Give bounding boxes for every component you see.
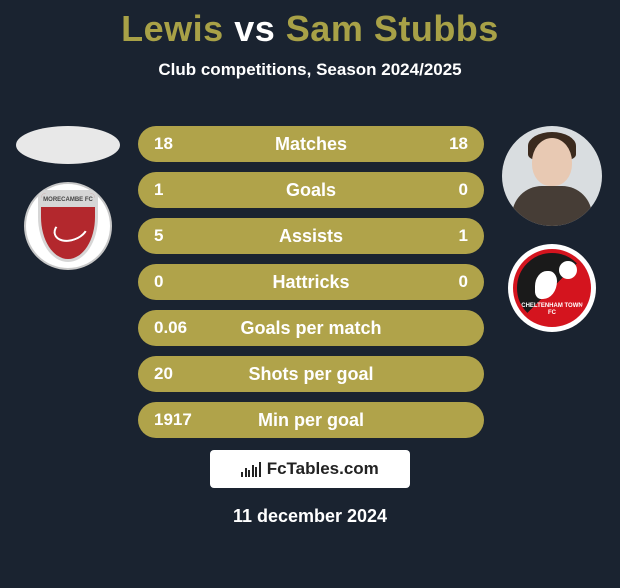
stat-left-value: 1: [154, 180, 214, 200]
stat-left-value: 0: [154, 272, 214, 292]
left-column: MORECAMBE FC: [8, 126, 128, 270]
stat-right-value: 1: [408, 226, 468, 246]
morecambe-name-band: MORECAMBE FC: [41, 193, 95, 207]
stat-left-value: 18: [154, 134, 214, 154]
stat-row: 5 Assists 1: [138, 218, 484, 254]
stat-label: Goals: [214, 180, 408, 201]
stat-label: Min per goal: [214, 410, 408, 431]
robin-icon: [535, 271, 557, 299]
stat-row: 1 Goals 0: [138, 172, 484, 208]
comparison-title: Lewis vs Sam Stubbs: [0, 8, 620, 50]
stat-label: Matches: [214, 134, 408, 155]
stat-row: 1917 Min per goal: [138, 402, 484, 438]
football-icon: [559, 261, 577, 279]
shrimp-icon: [50, 212, 92, 247]
stat-right-value: 0: [408, 272, 468, 292]
stat-left-value: 20: [154, 364, 214, 384]
stat-right-value: 18: [408, 134, 468, 154]
cheltenham-name-band: CHELTENHAM TOWN FC: [517, 303, 587, 317]
stats-table: 18 Matches 18 1 Goals 0 5 Assists 1 0 Ha…: [138, 126, 484, 448]
stat-left-value: 5: [154, 226, 214, 246]
stat-label: Goals per match: [214, 318, 408, 339]
vs-text: vs: [234, 8, 275, 49]
cheltenham-shield-icon: CHELTENHAM TOWN FC: [513, 249, 591, 327]
stat-row: 0 Hattricks 0: [138, 264, 484, 300]
date-text: 11 december 2024: [0, 506, 620, 527]
player1-club-badge: MORECAMBE FC: [24, 182, 112, 270]
player2-shirt-shape: [512, 186, 592, 226]
player2-photo: [502, 126, 602, 226]
stat-row: 18 Matches 18: [138, 126, 484, 162]
stat-left-value: 1917: [154, 410, 214, 430]
player2-club-badge: CHELTENHAM TOWN FC: [508, 244, 596, 332]
player1-photo-placeholder: [16, 126, 120, 164]
stat-label: Assists: [214, 226, 408, 247]
stat-right-value: 0: [408, 180, 468, 200]
subtitle: Club competitions, Season 2024/2025: [0, 60, 620, 80]
player1-name: Lewis: [121, 8, 224, 49]
bar-chart-icon: [241, 461, 261, 477]
morecambe-shield-icon: MORECAMBE FC: [38, 190, 98, 262]
right-column: CHELTENHAM TOWN FC: [492, 126, 612, 332]
stat-left-value: 0.06: [154, 318, 214, 338]
stat-row: 0.06 Goals per match: [138, 310, 484, 346]
stat-label: Hattricks: [214, 272, 408, 293]
player2-name: Sam Stubbs: [286, 8, 499, 49]
player2-face-shape: [532, 138, 572, 186]
brand-text: FcTables.com: [267, 459, 379, 479]
stat-label: Shots per goal: [214, 364, 408, 385]
brand-badge: FcTables.com: [210, 450, 410, 488]
stat-row: 20 Shots per goal: [138, 356, 484, 392]
